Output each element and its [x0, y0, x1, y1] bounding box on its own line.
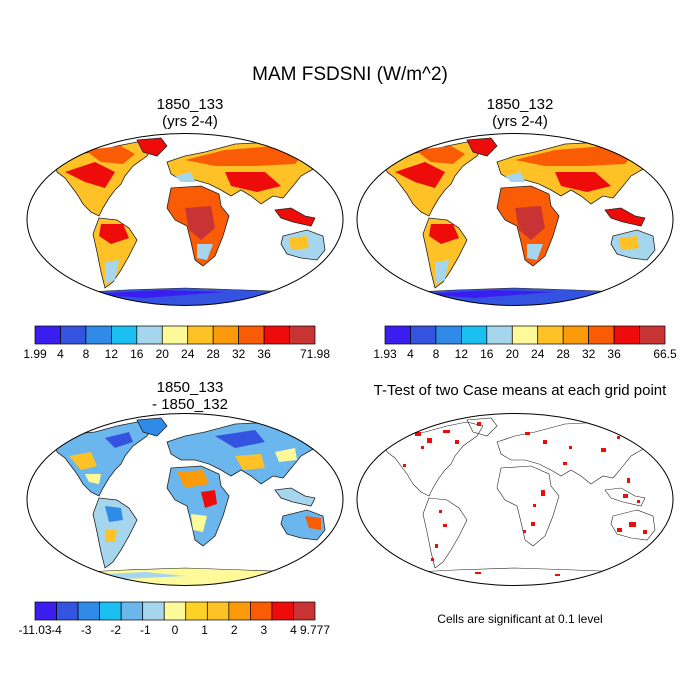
colorbar-label: -3 [81, 623, 92, 637]
panel-1-title-line2: (yrs 2-4) [162, 113, 218, 130]
colorbar-label: 8 [83, 347, 90, 361]
colorbar-swatch [435, 325, 462, 345]
colorbar-swatch [486, 325, 513, 345]
panel-4-map [356, 413, 674, 586]
colorbar-label: -1 [140, 623, 151, 637]
colorbar-swatch [120, 601, 144, 621]
colorbar-label: 9.777 [300, 623, 330, 637]
significance-note: Cells are significant at 0.1 level [437, 612, 603, 626]
panel-3-title: 1850_133 - 1850_132 [30, 379, 350, 413]
colorbar-label: -2 [110, 623, 121, 637]
colorbar-label: 36 [257, 347, 271, 361]
colorbar-swatch [263, 325, 290, 345]
figure-title: MAM FSDSNI (W/m^2) [252, 64, 448, 85]
colorbar-swatch [99, 601, 122, 621]
panel-3-map [26, 413, 344, 586]
colorbar-swatch [34, 325, 61, 345]
panel-2-title-line1: 1850_132 [486, 96, 554, 113]
colorbar-label: -4 [51, 623, 62, 637]
colorbar-1: 1.99 4 8 12 16 20 24 28 32 36 71.98 [23, 325, 330, 361]
panel-3-title-line2: - 1850_132 [152, 396, 228, 413]
colorbar-label: -11.03 [18, 623, 51, 637]
colorbar-swatch [206, 601, 230, 621]
colorbar-swatch [384, 325, 411, 345]
colorbar-swatch [163, 601, 187, 621]
panel-4-title: T-Test of two Case means at each grid po… [355, 382, 685, 399]
colorbar-3: -11.03 -4 -3 -2 -1 0 1 2 3 4 9.777 [18, 601, 330, 637]
panel-3-title-line1: 1850_133 [156, 379, 224, 396]
colorbar-label: 1.93 [373, 347, 397, 361]
colorbar-swatch [511, 325, 539, 345]
colorbar-swatch [77, 601, 100, 621]
colorbar-swatch [271, 601, 294, 621]
colorbar-label: 20 [506, 347, 520, 361]
colorbar-swatch [410, 325, 437, 345]
colorbar-label: 12 [455, 347, 469, 361]
colorbar-swatch [185, 601, 208, 621]
colorbar-swatch [111, 325, 138, 345]
colorbar-label: 3 [261, 623, 268, 637]
colorbar-label: 24 [531, 347, 545, 361]
colorbar-swatch [187, 325, 214, 345]
colorbar-swatch [34, 601, 57, 621]
colorbar-label: 24 [181, 347, 195, 361]
colorbar-swatch [289, 325, 316, 345]
colorbar-label: 71.98 [300, 347, 330, 361]
colorbar-swatch [161, 325, 189, 345]
colorbar-label: 32 [232, 347, 246, 361]
colorbar-label: 36 [607, 347, 621, 361]
colorbar-swatch [562, 325, 589, 345]
colorbar-swatch [639, 325, 666, 345]
panel-1-map [26, 133, 344, 306]
colorbar-swatch [142, 601, 165, 621]
colorbar-label: 4 [290, 623, 297, 637]
panel-2-map [356, 133, 674, 306]
colorbar-swatch [85, 325, 112, 345]
colorbar-swatch [212, 325, 239, 345]
colorbar-swatch [588, 325, 615, 345]
colorbar-label: 2 [231, 623, 238, 637]
colorbar-label: 66.5 [653, 347, 677, 361]
colorbar-label: 1.99 [23, 347, 47, 361]
colorbar-label: 16 [480, 347, 494, 361]
colorbar-swatch [136, 325, 163, 345]
panel-4-title-line1: T-Test of two Case means at each grid po… [373, 382, 667, 399]
colorbar-label: 20 [156, 347, 170, 361]
colorbar-label: 4 [57, 347, 64, 361]
colorbar-swatch [537, 325, 564, 345]
colorbar-swatch [228, 601, 251, 621]
colorbar-swatch [238, 325, 265, 345]
colorbar-swatch [60, 325, 87, 345]
colorbar-label: 4 [407, 347, 414, 361]
colorbar-2: 1.93 4 8 12 16 20 24 28 32 36 66.5 [373, 325, 677, 361]
colorbar-label: 0 [172, 623, 179, 637]
panel-2-title: 1850_132 (yrs 2-4) [360, 96, 680, 130]
colorbar-swatch [461, 325, 488, 345]
panel-1-title-line1: 1850_133 [156, 96, 224, 113]
colorbar-swatch [56, 601, 79, 621]
colorbar-label: 28 [207, 347, 221, 361]
colorbar-swatch [250, 601, 273, 621]
colorbar-label: 32 [582, 347, 596, 361]
panel-1-title: 1850_133 (yrs 2-4) [30, 96, 350, 130]
colorbar-label: 16 [130, 347, 144, 361]
panel-2-title-line2: (yrs 2-4) [492, 113, 548, 130]
colorbar-label: 8 [433, 347, 440, 361]
colorbar-label: 28 [557, 347, 571, 361]
colorbar-swatch [293, 601, 316, 621]
colorbar-label: 12 [105, 347, 119, 361]
colorbar-label: 1 [201, 623, 208, 637]
colorbar-swatch [613, 325, 640, 345]
